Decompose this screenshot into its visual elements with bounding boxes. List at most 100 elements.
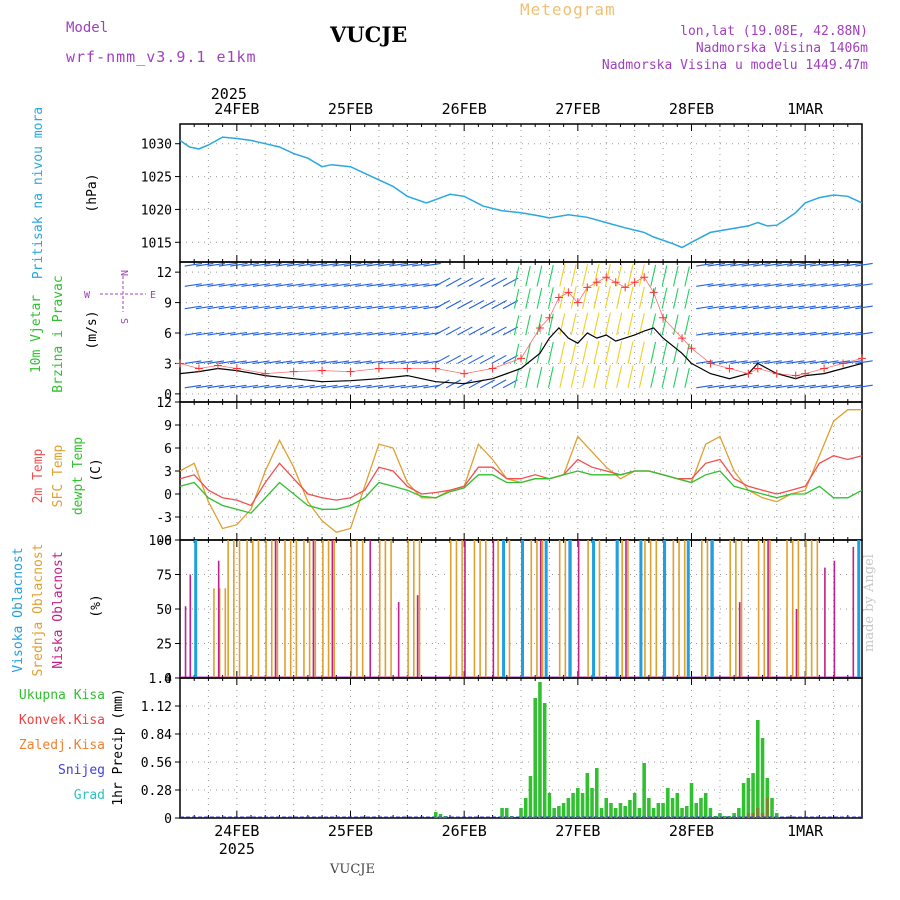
precip-total-bar bbox=[746, 778, 751, 818]
wind-arrow bbox=[707, 305, 725, 310]
wind-arrow bbox=[559, 341, 566, 364]
station-elevation: Nadmorska Visina 1406m bbox=[695, 41, 868, 56]
cloud-mid-bar bbox=[678, 540, 680, 678]
wind-arrow bbox=[286, 283, 305, 287]
wind-arrow bbox=[400, 360, 418, 364]
cloud-mid-bar bbox=[378, 540, 381, 678]
y-tick-label: 9 bbox=[164, 297, 172, 312]
wind-arrow bbox=[787, 384, 805, 389]
wind-arrow bbox=[389, 283, 407, 287]
wind-arrow bbox=[604, 340, 611, 364]
y-tick-label: 1.12 bbox=[141, 700, 172, 715]
wind-arrow bbox=[332, 305, 350, 310]
wind-arrow bbox=[798, 262, 816, 267]
precip-total-bar bbox=[580, 793, 585, 818]
wind-arrow bbox=[718, 262, 737, 267]
wind-arrow bbox=[559, 365, 566, 388]
wind-arrow bbox=[389, 384, 406, 389]
wind-arrow bbox=[741, 360, 760, 364]
wind-arrow bbox=[445, 299, 462, 310]
wind-arrow bbox=[377, 331, 395, 336]
wind-arrow bbox=[536, 366, 543, 388]
wind-arrow bbox=[445, 379, 461, 389]
wind-arrow bbox=[775, 331, 794, 336]
wind-arrow bbox=[707, 262, 725, 267]
wind-arrow bbox=[355, 262, 373, 267]
precip-total-bar bbox=[542, 703, 547, 818]
wind-arrow bbox=[230, 331, 247, 336]
wind-arrows bbox=[184, 262, 873, 389]
wind-arrow bbox=[752, 305, 771, 310]
wind-arrow bbox=[821, 360, 839, 364]
wind-arrow bbox=[480, 354, 496, 364]
wind-arrow bbox=[638, 365, 645, 388]
wind-arrow bbox=[377, 283, 396, 287]
footer-station: VUCJE bbox=[330, 862, 375, 877]
wind-gust-marker bbox=[753, 364, 762, 373]
wind-arrow bbox=[184, 262, 203, 267]
wind-gust-marker bbox=[535, 323, 544, 332]
wind-arrow bbox=[547, 287, 554, 309]
wind-arrow bbox=[855, 305, 873, 310]
precip-conv-bar bbox=[756, 808, 760, 818]
cloud-mid-bar bbox=[683, 540, 686, 678]
wind-arrow bbox=[764, 384, 782, 389]
wind-arrow bbox=[604, 365, 611, 388]
wind-arrow bbox=[332, 331, 350, 336]
wind-arrow bbox=[457, 277, 473, 287]
cloud-mid-bar bbox=[407, 540, 409, 678]
wind-arrow bbox=[400, 384, 418, 389]
precip-total-bar bbox=[433, 812, 438, 818]
precip-total-bar bbox=[666, 788, 670, 818]
wind-arrow bbox=[184, 283, 202, 287]
wind-arrow bbox=[513, 266, 520, 287]
cloud-mid-bar bbox=[265, 540, 267, 678]
wind-gust-marker bbox=[583, 283, 592, 292]
wind-gust-marker bbox=[630, 278, 639, 287]
wind-arrow bbox=[355, 283, 373, 287]
wind-arrow bbox=[445, 354, 462, 364]
wind-arrow bbox=[752, 331, 771, 336]
wind-arrow bbox=[684, 266, 690, 287]
wind-arrow bbox=[855, 283, 873, 287]
y-tick-label: -6 bbox=[156, 534, 172, 549]
precip-total-bar bbox=[675, 793, 680, 818]
wind-arrow bbox=[389, 262, 407, 267]
wind-arrow bbox=[230, 384, 247, 389]
wind-arrow bbox=[321, 283, 339, 287]
wind-arrow bbox=[764, 360, 782, 364]
wind-arrow bbox=[423, 262, 441, 267]
precip-total-bar bbox=[505, 808, 509, 818]
precip-unit-label: 1hr Precip (mm) bbox=[111, 688, 126, 805]
cloud-low-bar bbox=[767, 540, 769, 678]
wind-arrow bbox=[264, 384, 281, 389]
wind-compass: N S W E bbox=[84, 270, 156, 324]
wind-arrow bbox=[798, 331, 816, 336]
wind-gust-marker bbox=[488, 364, 497, 373]
cloud-mid-bar bbox=[485, 540, 487, 678]
wind-arrow bbox=[264, 305, 282, 310]
precip-total-bar bbox=[566, 798, 571, 818]
cloud-high-bar bbox=[568, 540, 572, 678]
wind-arrow bbox=[809, 384, 828, 389]
compass-cross bbox=[100, 276, 146, 312]
cloud-mid-bar bbox=[740, 540, 743, 678]
wind-arrow bbox=[832, 384, 851, 389]
panel-precip: 0 0.28 0.56 0.84 1.12 1.4 bbox=[141, 672, 863, 827]
cloud-mid-bar bbox=[295, 540, 298, 678]
cloud-mid-bar bbox=[227, 540, 229, 678]
wind-arrow bbox=[434, 354, 450, 364]
wind-arrow bbox=[252, 360, 270, 364]
wind-arrow bbox=[559, 264, 566, 287]
cloud-high-bar bbox=[857, 540, 861, 678]
precip-total-bar bbox=[699, 798, 703, 818]
wind-arrow bbox=[730, 305, 748, 310]
wind-arrow bbox=[741, 331, 760, 336]
legend-freezing-rain: Zaledj.Kisa bbox=[19, 738, 105, 753]
wind-arrow bbox=[286, 262, 305, 267]
cloud-low-bar bbox=[331, 540, 334, 678]
wind-arrow bbox=[309, 384, 327, 389]
wind-arrow bbox=[843, 283, 862, 287]
wind-arrow bbox=[570, 341, 577, 364]
cloud-mid-bar bbox=[627, 540, 629, 678]
